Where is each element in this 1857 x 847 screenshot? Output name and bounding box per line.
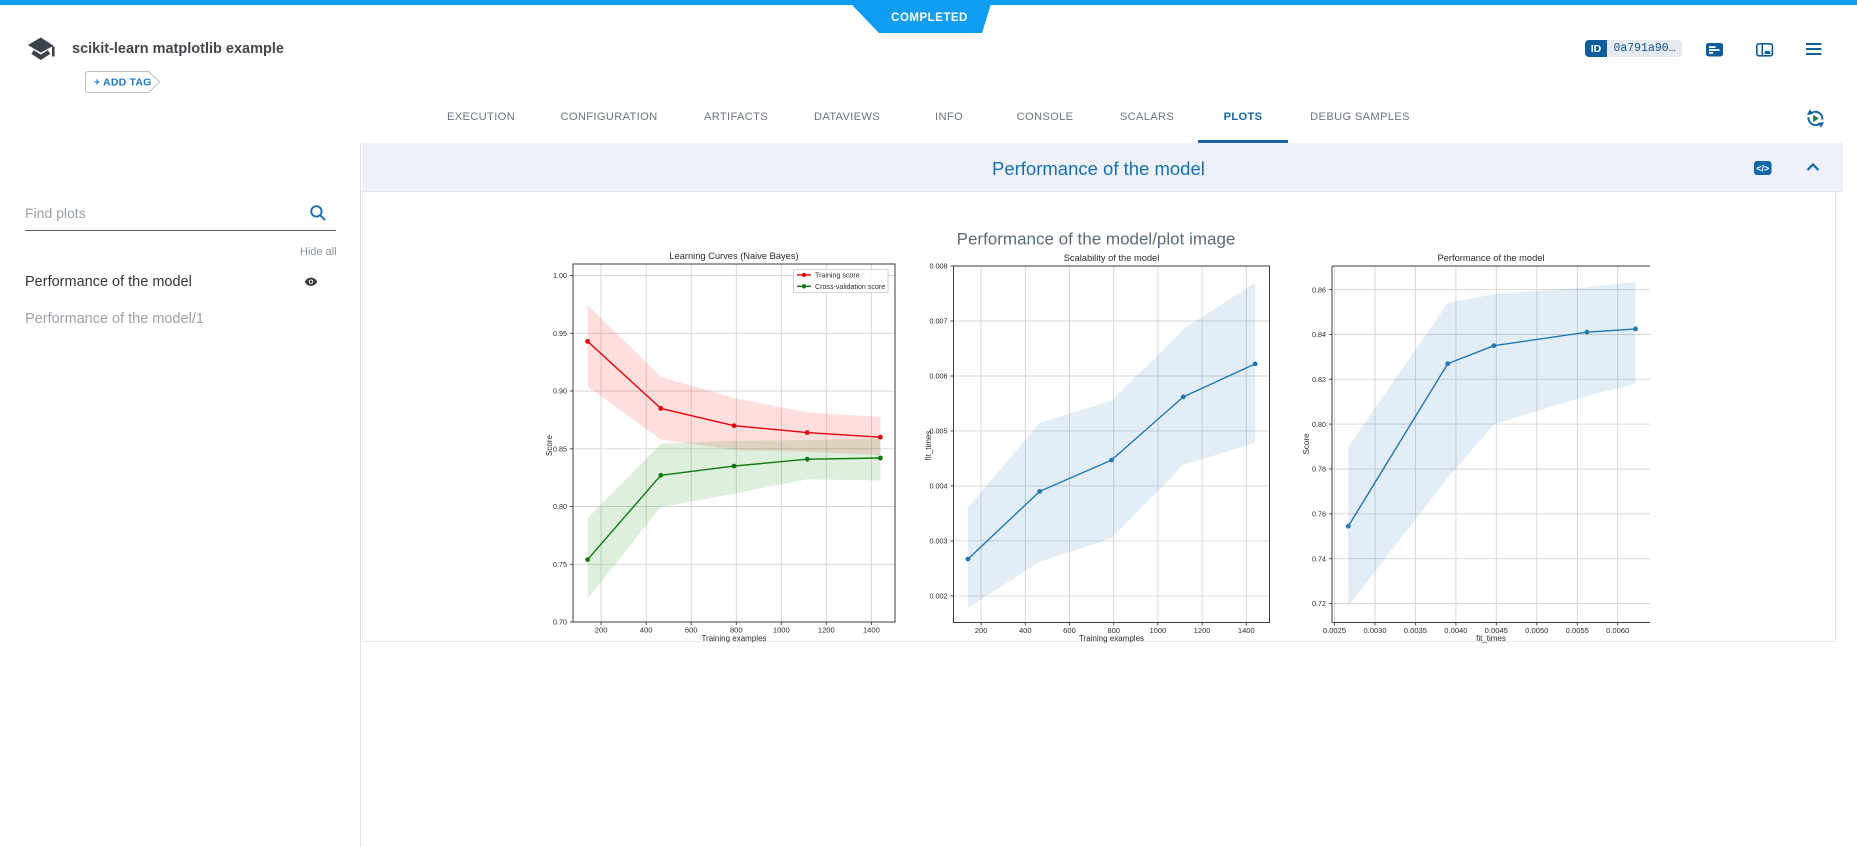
svg-text:0.0060: 0.0060: [1606, 626, 1629, 635]
svg-text:0.72: 0.72: [1312, 599, 1326, 608]
svg-text:800: 800: [1107, 626, 1120, 635]
svg-text:1200: 1200: [818, 626, 835, 635]
svg-text:</>: </>: [1756, 164, 1769, 174]
svg-text:0.76: 0.76: [1312, 510, 1326, 519]
svg-text:0.95: 0.95: [553, 329, 567, 338]
svg-text:Learning Curves (Naive Bayes): Learning Curves (Naive Bayes): [669, 251, 798, 261]
svg-text:200: 200: [975, 626, 988, 635]
svg-text:600: 600: [685, 626, 698, 635]
svg-text:0.0040: 0.0040: [1444, 626, 1467, 635]
svg-text:400: 400: [640, 626, 653, 635]
svg-text:+ ADD TAG: + ADD TAG: [94, 77, 152, 89]
svg-text:0.80: 0.80: [1312, 420, 1326, 429]
svg-text:1400: 1400: [1238, 626, 1255, 635]
svg-text:0.003: 0.003: [930, 537, 948, 546]
svg-text:0.75: 0.75: [553, 560, 567, 569]
svg-text:0.0030: 0.0030: [1363, 626, 1386, 635]
svg-text:0.86: 0.86: [1312, 285, 1326, 294]
svg-text:0.82: 0.82: [1312, 375, 1326, 384]
svg-text:Training score: Training score: [815, 272, 860, 280]
svg-text:0.85: 0.85: [553, 445, 567, 454]
svg-text:0.0050: 0.0050: [1525, 626, 1548, 635]
svg-text:0.0045: 0.0045: [1485, 626, 1508, 635]
svg-text:Training examples: Training examples: [701, 634, 766, 643]
svg-text:0.0035: 0.0035: [1404, 626, 1427, 635]
svg-text:600: 600: [1063, 626, 1076, 635]
svg-text:0.90: 0.90: [553, 387, 567, 396]
svg-text:1.00: 1.00: [553, 271, 567, 280]
svg-text:0.70: 0.70: [553, 618, 567, 627]
svg-text:200: 200: [595, 626, 608, 635]
svg-text:Performance of the model/plot: Performance of the model/plot image: [957, 230, 1236, 249]
svg-text:Training examples: Training examples: [1079, 634, 1144, 643]
svg-text:Performance of the model: Performance of the model: [1438, 253, 1545, 263]
svg-text:0.0025: 0.0025: [1323, 626, 1346, 635]
svg-text:0.0055: 0.0055: [1566, 626, 1589, 635]
svg-text:800: 800: [730, 626, 743, 635]
svg-text:0.74: 0.74: [1312, 554, 1326, 563]
svg-text:fit_times: fit_times: [924, 431, 933, 461]
svg-text:1400: 1400: [863, 626, 880, 635]
svg-text:0.008: 0.008: [930, 262, 948, 271]
svg-text:Cross-validation score: Cross-validation score: [815, 283, 885, 291]
svg-text:1000: 1000: [1149, 626, 1166, 635]
svg-text:0.007: 0.007: [930, 317, 948, 326]
svg-text:0.005: 0.005: [930, 427, 948, 436]
svg-text:400: 400: [1019, 626, 1032, 635]
svg-text:0.006: 0.006: [930, 372, 948, 381]
svg-text:0.004: 0.004: [930, 482, 948, 491]
svg-text:0.002: 0.002: [930, 592, 948, 601]
svg-text:0.80: 0.80: [553, 502, 567, 511]
svg-text:0.78: 0.78: [1312, 465, 1326, 474]
svg-text:0.84: 0.84: [1312, 330, 1326, 339]
svg-text:Scalability of the model: Scalability of the model: [1064, 253, 1160, 263]
svg-text:fit_times: fit_times: [1476, 634, 1506, 643]
svg-text:1000: 1000: [773, 626, 790, 635]
svg-text:Score: Score: [1302, 433, 1311, 454]
svg-text:Score: Score: [545, 435, 554, 456]
svg-text:1200: 1200: [1194, 626, 1211, 635]
